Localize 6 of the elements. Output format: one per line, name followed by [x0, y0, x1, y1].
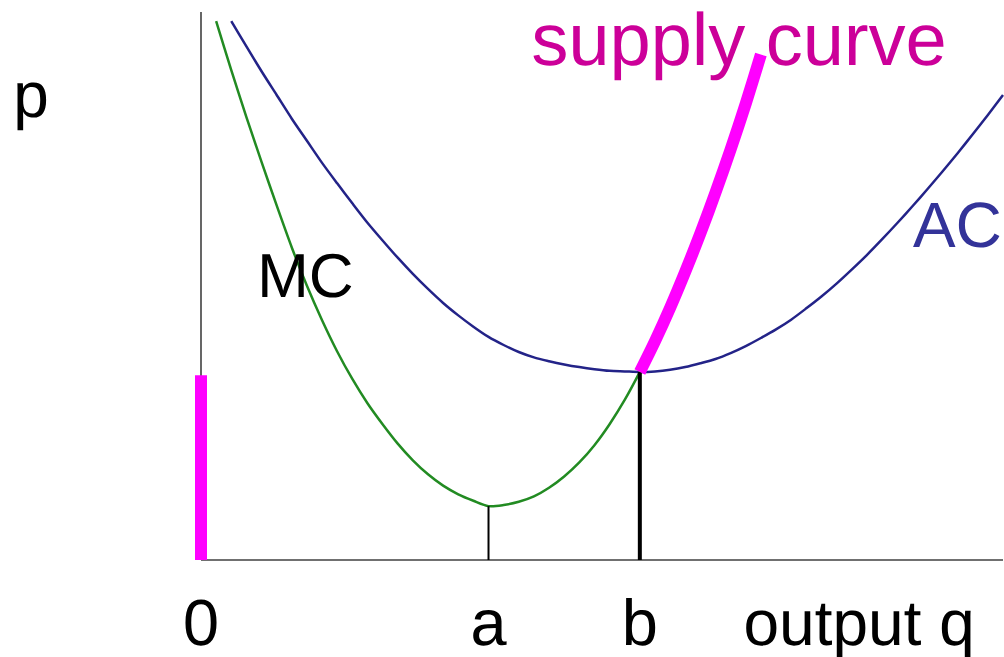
- y-axis-title: p: [17, 82, 47, 131]
- x-tick-label: 0: [185, 599, 217, 646]
- series-label: AC: [913, 202, 1000, 248]
- x-tick-label: b: [625, 597, 656, 646]
- x-tick-label: a: [473, 610, 507, 646]
- series-label: supply curve: [533, 11, 944, 81]
